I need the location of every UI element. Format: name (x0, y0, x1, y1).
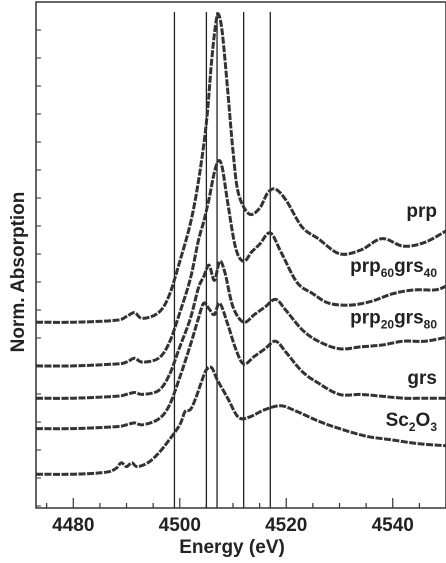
series-line-3 (35, 301, 446, 431)
series-label-0: prp (406, 201, 437, 222)
y-axis-title: Norm. Absorption (8, 192, 29, 353)
plot-area: 4480 4500 4520 4540 prp prp60grs40 prp20grs80 g… (35, 1, 446, 536)
x-axis-title: Energy (eV) (179, 537, 285, 558)
series-line-1 (35, 159, 446, 368)
series-label-2: prp20grs80 (350, 307, 437, 331)
series-label-3: grs (407, 368, 437, 389)
series-line-0 (35, 12, 446, 324)
x-tick-label: 4500 (159, 515, 201, 536)
x-tick-label: 4480 (52, 515, 94, 536)
x-tick-label: 4540 (372, 515, 414, 536)
series-label-1: prp60grs40 (350, 256, 437, 280)
series-line-2 (35, 259, 446, 400)
x-tick-label: 4520 (265, 515, 307, 536)
plot-frame (35, 1, 446, 509)
series-label-4: Sc2O3 (386, 410, 438, 434)
series-line-4 (35, 365, 446, 476)
